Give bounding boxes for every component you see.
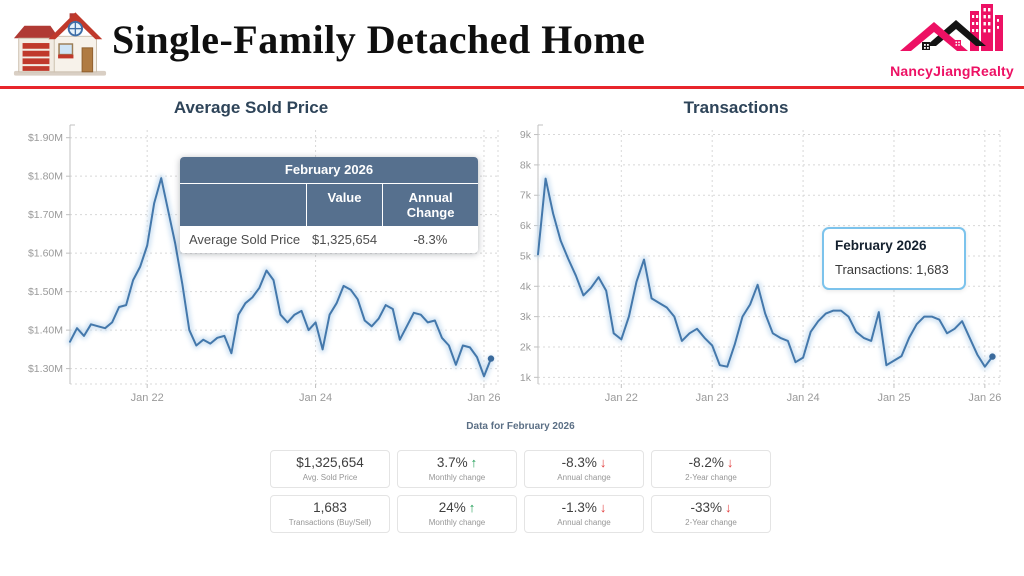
stat-card: -8.2% ↓ 2-Year change	[651, 450, 771, 488]
y-tick-label: 9k	[520, 129, 532, 141]
brand-logo-icon	[900, 4, 1003, 51]
stat-value: -8.2% ↓	[688, 455, 734, 470]
down-arrow-icon: ↓	[599, 455, 607, 470]
y-tick-label: $1.60M	[28, 248, 63, 260]
stat-label: Annual change	[557, 473, 611, 482]
header-divider	[0, 86, 1024, 89]
stat-label: Annual change	[557, 518, 611, 527]
stat-value: 1,683	[313, 500, 347, 515]
price-chart-plot[interactable]: $1.90M $1.80M $1.70M $1.60M $1.50M $1.40M $1.3…	[16, 118, 508, 410]
series-line	[537, 177, 994, 368]
stat-card: -1.3% ↓ Annual change	[524, 495, 644, 533]
stats-panel: $1,325,654 Avg. Sold Price 3.7% ↑ Monthly ch…	[270, 450, 771, 533]
y-tick-label: $1.40M	[28, 325, 63, 337]
stat-value: -1.3% ↓	[561, 500, 607, 515]
brand-name: NancyJiangRealty	[890, 63, 1014, 79]
tooltip-col-annual-change: Annual Change	[382, 184, 478, 226]
stat-card: $1,325,654 Avg. Sold Price	[270, 450, 390, 488]
house-icon	[12, 8, 108, 85]
stat-card: 24% ↑ Monthly change	[397, 495, 517, 533]
x-tick-label: Jan 24	[787, 392, 820, 404]
y-tick-label: 8k	[520, 159, 532, 171]
stat-card: 3.7% ↑ Monthly change	[397, 450, 517, 488]
stat-label: Monthly change	[428, 518, 486, 527]
y-tick-label: 6k	[520, 220, 532, 232]
transactions-chart-tooltip: February 2026 Transactions: 1,683	[822, 227, 966, 290]
price-chart-panel: Average Sold Price $1.90M $1.80M $1.70M $1.…	[16, 96, 508, 414]
tooltip-row-value: $1,325,654	[312, 232, 378, 247]
page-title: Single-Family Detached Home	[112, 17, 646, 62]
tooltip-col-blank	[180, 184, 306, 226]
brand-logo: NancyJiangRealty	[886, 2, 1018, 79]
price-chart-tooltip: February 2026 Value Annual Change Averag…	[180, 157, 478, 253]
down-arrow-icon: ↓	[599, 500, 607, 515]
y-tick-label: 7k	[520, 190, 532, 202]
y-tick-label: $1.70M	[28, 209, 63, 221]
price-chart-title: Average Sold Price	[173, 98, 329, 117]
y-tick-label: $1.50M	[28, 286, 63, 298]
tooltip-data-row: Average Sold Price $1,325,654 -8.3%	[180, 226, 478, 253]
x-tick-label: Jan 22	[131, 392, 164, 404]
tooltip-row-change: -8.3%	[413, 232, 448, 247]
x-tick-label: Jan 25	[877, 392, 910, 404]
x-tick-label: Jan 22	[605, 392, 638, 404]
last-point-marker	[989, 353, 996, 360]
x-tick-label: Jan 26	[968, 392, 1001, 404]
stat-value: -33% ↓	[690, 500, 732, 515]
last-point-marker	[487, 355, 495, 362]
tooltip-col-value: Value	[305, 184, 383, 226]
up-arrow-icon: ↑	[468, 500, 476, 515]
x-tick-label: Jan 24	[299, 392, 332, 404]
tooltip-period: February 2026	[180, 157, 478, 183]
down-arrow-icon: ↓	[726, 455, 734, 470]
stats-header: Data for February 2026	[466, 421, 575, 432]
y-tick-label: 4k	[520, 281, 532, 293]
up-arrow-icon: ↑	[470, 455, 478, 470]
y-tick-label: 2k	[520, 341, 532, 353]
y-tick-label: 1k	[520, 372, 532, 384]
y-tick-label: 3k	[520, 311, 532, 323]
y-tick-label: 5k	[520, 250, 532, 262]
stat-value: -8.3% ↓	[561, 455, 607, 470]
stat-value: 24% ↑	[438, 500, 476, 515]
x-tick-label: Jan 23	[696, 392, 729, 404]
stat-card: 1,683 Transactions (Buy/Sell)	[270, 495, 390, 533]
stat-card: -33% ↓ 2-Year change	[651, 495, 771, 533]
stat-label: Transactions (Buy/Sell)	[288, 518, 372, 527]
y-tick-label: $1.80M	[28, 171, 63, 183]
stat-value: 3.7% ↑	[436, 455, 478, 470]
stat-value: $1,325,654	[296, 455, 364, 470]
app-header: Single-Family Detached Home	[0, 0, 1024, 89]
stat-label: Monthly change	[428, 473, 486, 482]
tooltip-header-row: Value Annual Change	[180, 184, 478, 226]
transactions-chart-title: Transactions	[683, 98, 789, 117]
tooltip-row-label: Average Sold Price	[189, 232, 301, 247]
stat-label: 2-Year change	[685, 518, 737, 527]
transactions-chart-panel: Transactions 9k 8k 7k 6k 5k 4k 3k 2k 1k Jan 22 Jan…	[510, 96, 1012, 414]
stat-label: Avg. Sold Price	[302, 473, 358, 482]
y-tick-label: $1.30M	[28, 363, 63, 375]
tooltip-period: February 2026	[835, 238, 927, 253]
down-arrow-icon: ↓	[725, 500, 732, 515]
tooltip-value-line: Transactions: 1,683	[835, 262, 949, 277]
stat-card: -8.3% ↓ Annual change	[524, 450, 644, 488]
stat-label: 2-Year change	[685, 473, 737, 482]
y-tick-label: $1.90M	[28, 132, 63, 144]
x-tick-label: Jan 26	[467, 392, 500, 404]
series-line	[69, 177, 492, 378]
